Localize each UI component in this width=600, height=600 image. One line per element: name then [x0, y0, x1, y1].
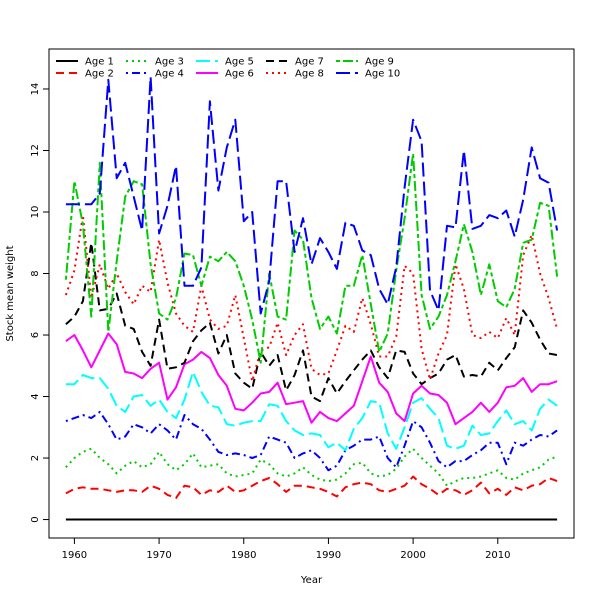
series-line-age-6	[65, 332, 558, 426]
y-tick-label-6: 6	[30, 332, 41, 338]
x-tick-label-1990: 1990	[316, 550, 341, 561]
legend-label-age-7: Age 7	[295, 57, 324, 68]
series-layer	[64, 75, 559, 521]
y-tick-label-0: 0	[30, 516, 41, 522]
x-tick-label-2010: 2010	[485, 550, 510, 561]
x-axis-label: Year	[300, 575, 323, 586]
y-tick-label-2: 2	[30, 455, 41, 461]
legend-label-age-8: Age 8	[295, 69, 324, 80]
series-line-age-7	[65, 241, 558, 403]
y-axis-label: Stock mean weight	[5, 245, 16, 341]
y-tick-label-4: 4	[30, 393, 41, 399]
legend-label-age-6: Age 6	[225, 69, 254, 80]
series-line-age-9	[64, 152, 559, 364]
series-line-age-3	[65, 447, 558, 487]
legend-label-age-3: Age 3	[155, 57, 184, 68]
y-tick-label-10: 10	[30, 206, 41, 219]
x-tick-label-1980: 1980	[231, 550, 256, 561]
legend-label-age-10: Age 10	[365, 69, 400, 80]
legend-label-age-5: Age 5	[225, 57, 254, 68]
series-line-age-4	[65, 410, 558, 472]
series-line-age-5	[65, 370, 558, 452]
series-line-age-10	[65, 75, 559, 315]
legend-label-age-2: Age 2	[85, 69, 114, 80]
x-tick-label-2000: 2000	[400, 550, 425, 561]
y-tick-label-14: 14	[30, 83, 41, 96]
legend-label-age-1: Age 1	[85, 57, 114, 68]
x-tick-label-1960: 1960	[62, 550, 87, 561]
legend-label-age-4: Age 4	[155, 69, 184, 80]
legend-label-age-9: Age 9	[365, 57, 394, 68]
y-tick-label-8: 8	[30, 270, 41, 276]
plot-frame	[48, 48, 575, 539]
series-line-age-8	[64, 214, 559, 383]
x-tick-label-1970: 1970	[146, 550, 171, 561]
series-line-age-2	[65, 475, 558, 499]
y-axis: 0 2 4 6 8 10 12 14	[30, 83, 49, 523]
y-tick-label-12: 12	[30, 144, 41, 157]
x-axis: 1960 1970 1980 1990 2000 2010	[62, 538, 511, 561]
